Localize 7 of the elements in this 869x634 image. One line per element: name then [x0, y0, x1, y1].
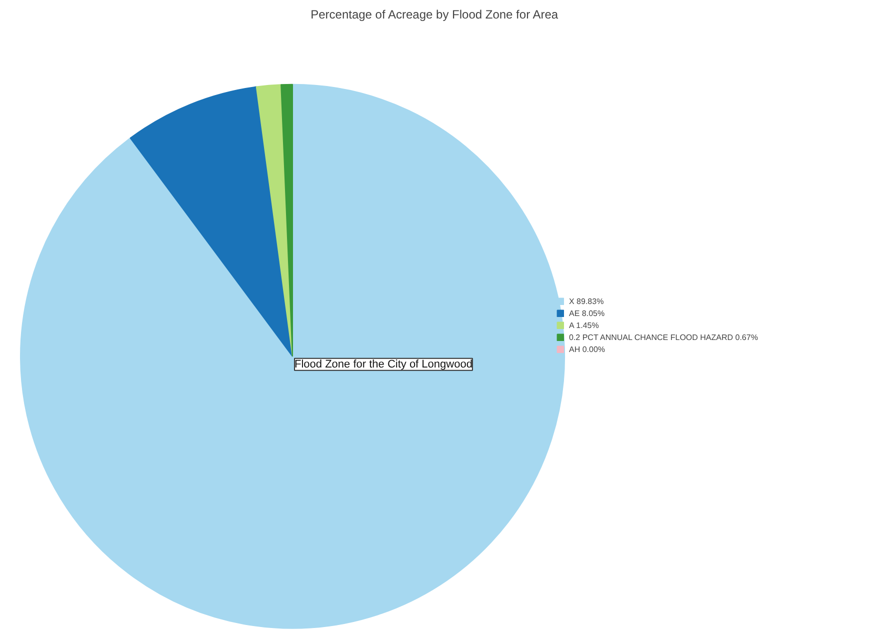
- legend-label: X 89.83%: [569, 296, 604, 306]
- text: Flood Zone for the City of Longwood: [294, 358, 472, 370]
- legend-label: A 1.45%: [569, 320, 599, 330]
- chart-title: Percentage of Acreage by Flood Zone for Area: [310, 8, 558, 22]
- legend-label: AE 8.05%: [569, 308, 605, 318]
- legend-label: 0.2 PCT ANNUAL CHANCE FLOOD HAZARD 0.67%: [569, 332, 758, 342]
- legend-label: AH 0.00%: [569, 344, 606, 354]
